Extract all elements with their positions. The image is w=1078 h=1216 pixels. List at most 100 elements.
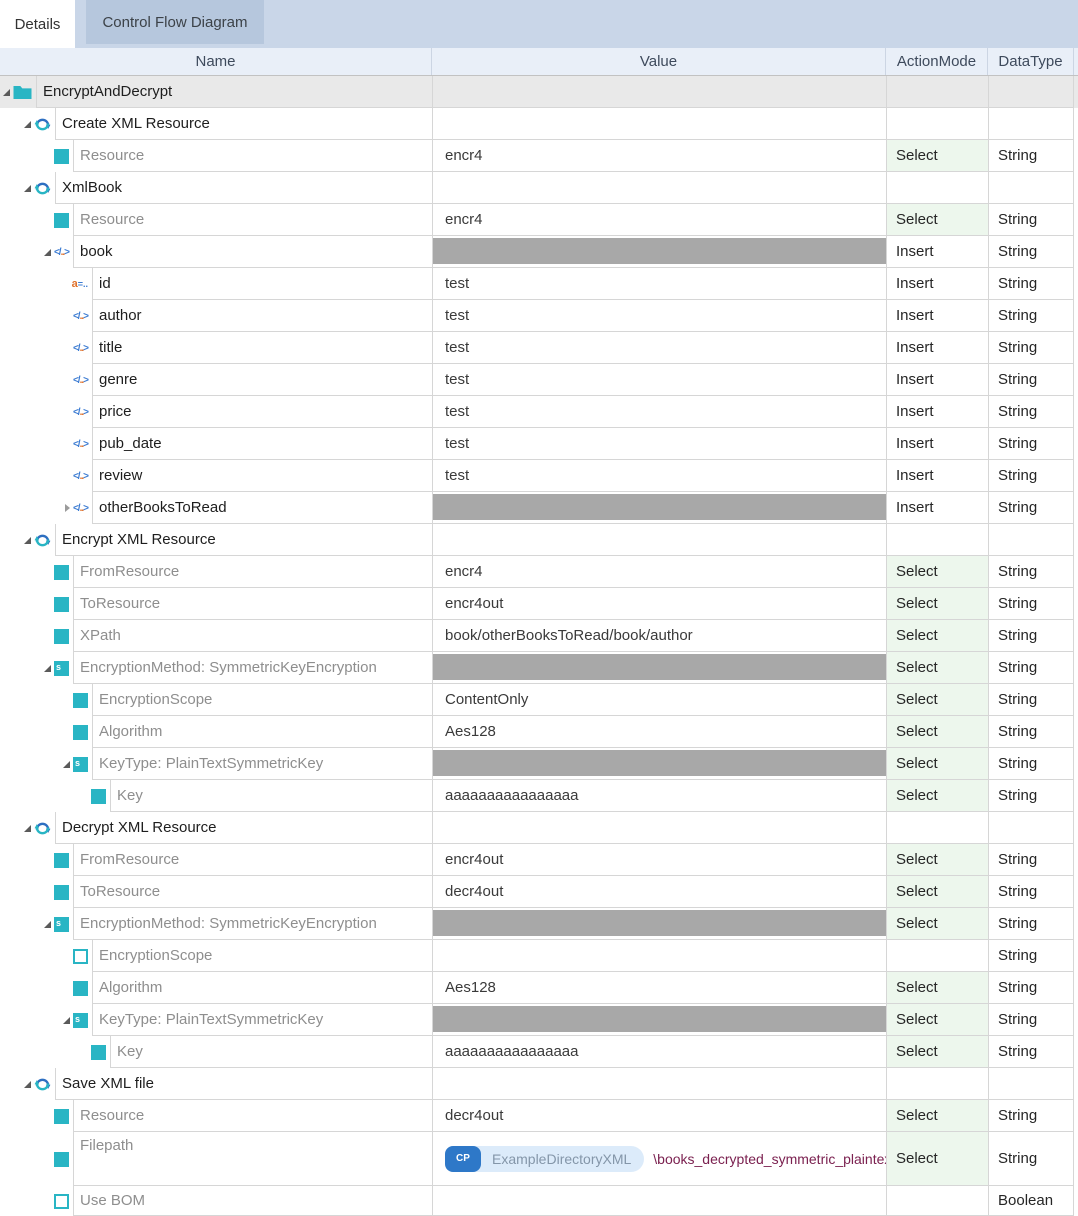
table-row[interactable]: Resource encr4 Select String — [0, 204, 1078, 236]
value-cell[interactable] — [432, 812, 886, 844]
table-row[interactable]: s EncryptionMethod: SymmetricKeyEncryptio… — [0, 908, 1078, 940]
table-row[interactable]: </..> pub_date test Insert String — [0, 428, 1078, 460]
actionmode-cell[interactable]: Insert — [886, 236, 988, 268]
actionmode-cell[interactable]: Select — [886, 908, 988, 940]
collapse-toggle-icon[interactable] — [24, 536, 31, 544]
checkbox-checked-icon[interactable] — [73, 692, 88, 708]
value-cell[interactable]: aaaaaaaaaaaaaaaa — [432, 1036, 886, 1068]
table-row[interactable]: Use BOM Boolean — [0, 1186, 1078, 1216]
actionmode-cell[interactable]: Insert — [886, 460, 988, 492]
table-row[interactable]: ToResource encr4out Select String — [0, 588, 1078, 620]
table-row[interactable]: EncryptAndDecrypt — [0, 76, 1078, 108]
actionmode-cell[interactable]: Select — [886, 780, 988, 812]
value-cell[interactable]: encr4out — [432, 588, 886, 620]
value-cell[interactable] — [432, 652, 886, 684]
checkbox-checked-icon[interactable] — [54, 212, 69, 228]
actionmode-cell[interactable]: Insert — [886, 364, 988, 396]
actionmode-cell[interactable]: Select — [886, 588, 988, 620]
value-cell[interactable] — [432, 76, 886, 108]
table-row[interactable]: Algorithm Aes128 Select String — [0, 716, 1078, 748]
value-cell[interactable]: test — [432, 396, 886, 428]
value-cell[interactable]: test — [432, 460, 886, 492]
actionmode-cell[interactable] — [886, 108, 988, 140]
actionmode-cell[interactable]: Select — [886, 1100, 988, 1132]
actionmode-cell[interactable] — [886, 1186, 988, 1216]
value-cell[interactable]: test — [432, 364, 886, 396]
value-cell[interactable]: test — [432, 332, 886, 364]
checkbox-checked-icon[interactable] — [73, 980, 88, 996]
value-cell[interactable] — [432, 172, 886, 204]
table-row[interactable]: s EncryptionMethod: SymmetricKeyEncryptio… — [0, 652, 1078, 684]
actionmode-cell[interactable]: Insert — [886, 396, 988, 428]
checkbox-checked-icon[interactable] — [54, 148, 69, 164]
actionmode-cell[interactable]: Select — [886, 140, 988, 172]
actionmode-cell[interactable]: Select — [886, 684, 988, 716]
expand-toggle-icon[interactable] — [64, 504, 70, 512]
actionmode-cell[interactable]: Select — [886, 204, 988, 236]
table-row[interactable]: </..> title test Insert String — [0, 332, 1078, 364]
collapse-toggle-icon[interactable] — [63, 760, 70, 768]
actionmode-cell[interactable] — [886, 76, 988, 108]
table-row[interactable]: EncryptionScope String — [0, 940, 1078, 972]
checkbox-checked-icon[interactable] — [54, 852, 69, 868]
value-cell[interactable] — [432, 908, 886, 940]
checkbox-checked-icon[interactable] — [91, 788, 106, 804]
table-row[interactable]: Filepath CP ExampleDirectoryXML \books_decr… — [0, 1132, 1078, 1186]
value-cell[interactable]: encr4 — [432, 204, 886, 236]
actionmode-cell[interactable]: Select — [886, 652, 988, 684]
value-cell[interactable] — [432, 492, 886, 524]
actionmode-cell[interactable]: Select — [886, 876, 988, 908]
value-cell[interactable]: encr4out — [432, 844, 886, 876]
column-header-name[interactable]: Name — [0, 48, 432, 75]
value-cell[interactable]: test — [432, 300, 886, 332]
value-cell[interactable]: Aes128 — [432, 716, 886, 748]
collapse-toggle-icon[interactable] — [44, 920, 51, 928]
checkbox-checked-icon[interactable] — [54, 596, 69, 612]
value-cell[interactable]: Aes128 — [432, 972, 886, 1004]
collapse-toggle-icon[interactable] — [3, 88, 10, 96]
actionmode-cell[interactable]: Insert — [886, 268, 988, 300]
value-cell[interactable]: test — [432, 428, 886, 460]
table-row[interactable]: Key aaaaaaaaaaaaaaaa Select String — [0, 780, 1078, 812]
actionmode-cell[interactable]: Select — [886, 844, 988, 876]
actionmode-cell[interactable]: Select — [886, 556, 988, 588]
actionmode-cell[interactable]: Insert — [886, 492, 988, 524]
value-cell[interactable] — [432, 1186, 886, 1216]
table-row[interactable]: </..> price test Insert String — [0, 396, 1078, 428]
actionmode-cell[interactable] — [886, 812, 988, 844]
table-row[interactable]: s KeyType: PlainTextSymmetricKey Select Str… — [0, 1004, 1078, 1036]
table-row[interactable]: Encrypt XML Resource — [0, 524, 1078, 556]
table-row[interactable]: </..> otherBooksToRead Insert String — [0, 492, 1078, 524]
collapse-toggle-icon[interactable] — [44, 664, 51, 672]
checkbox-checked-icon[interactable] — [54, 628, 69, 644]
actionmode-cell[interactable]: Insert — [886, 300, 988, 332]
table-row[interactable]: </..> author test Insert String — [0, 300, 1078, 332]
value-cell[interactable]: ContentOnly — [432, 684, 886, 716]
table-row[interactable]: XPath book/otherBooksToRead/book/author Se… — [0, 620, 1078, 652]
table-row[interactable]: s KeyType: PlainTextSymmetricKey Select Str… — [0, 748, 1078, 780]
actionmode-cell[interactable] — [886, 1068, 988, 1100]
table-row[interactable]: Decrypt XML Resource — [0, 812, 1078, 844]
value-cell[interactable]: CP ExampleDirectoryXML \books_decrypted_sy… — [432, 1132, 886, 1186]
collapse-toggle-icon[interactable] — [43, 248, 51, 256]
value-cell[interactable]: test — [432, 268, 886, 300]
collapse-toggle-icon[interactable] — [24, 1080, 31, 1088]
value-cell[interactable]: book/otherBooksToRead/book/author — [432, 620, 886, 652]
table-row[interactable]: Resource decr4out Select String — [0, 1100, 1078, 1132]
checkbox-checked-icon[interactable] — [54, 564, 69, 580]
value-cell[interactable] — [432, 524, 886, 556]
actionmode-cell[interactable]: Select — [886, 1004, 988, 1036]
table-row[interactable]: XmlBook — [0, 172, 1078, 204]
actionmode-cell[interactable]: Select — [886, 716, 988, 748]
value-cell[interactable]: aaaaaaaaaaaaaaaa — [432, 780, 886, 812]
actionmode-cell[interactable] — [886, 172, 988, 204]
actionmode-cell[interactable]: Select — [886, 748, 988, 780]
checkbox-checked-icon[interactable] — [54, 884, 69, 900]
value-cell[interactable]: decr4out — [432, 876, 886, 908]
collapse-toggle-icon[interactable] — [24, 184, 31, 192]
table-row[interactable]: FromResource encr4out Select String — [0, 844, 1078, 876]
table-row[interactable]: EncryptionScope ContentOnly Select String — [0, 684, 1078, 716]
value-cell[interactable]: decr4out — [432, 1100, 886, 1132]
table-row[interactable]: Create XML Resource — [0, 108, 1078, 140]
table-row[interactable]: </..> review test Insert String — [0, 460, 1078, 492]
